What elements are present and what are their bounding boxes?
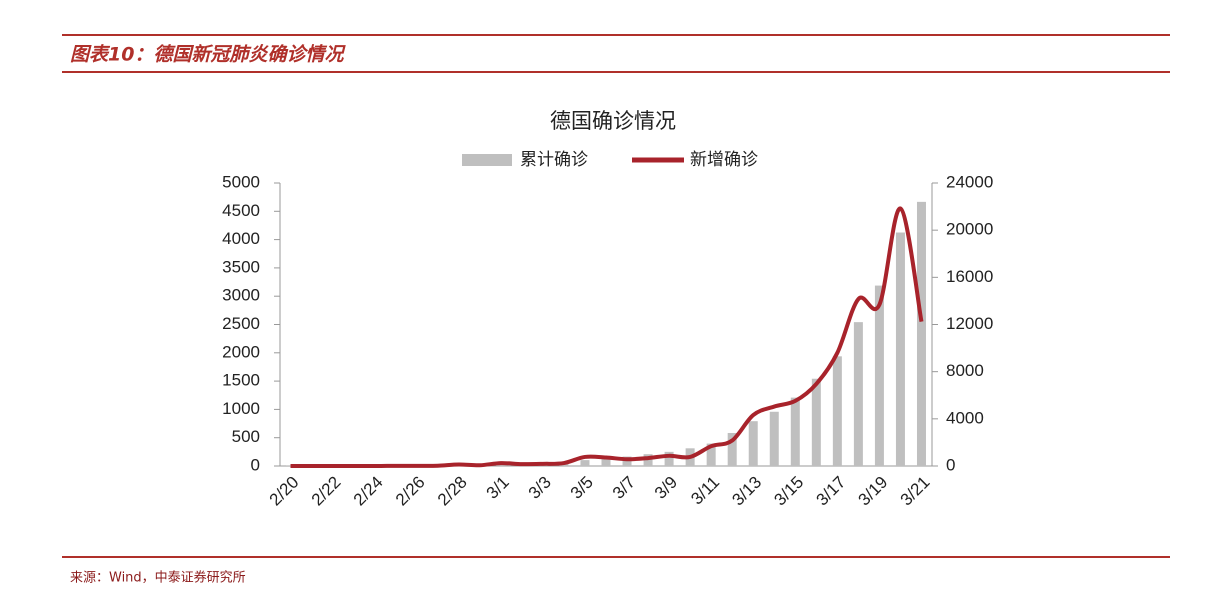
x-tick-label: 3/3 [525, 473, 555, 503]
x-tick-label: 3/19 [855, 473, 892, 510]
bar [769, 411, 779, 466]
figure-title: 图表10：德国新冠肺炎确诊情况 [70, 44, 346, 66]
legend-label: 新增确诊 [690, 150, 758, 170]
bar [811, 378, 821, 466]
x-tick-label: 3/13 [728, 473, 765, 510]
bar [790, 397, 800, 466]
y-tick-label: 5000 [222, 172, 260, 191]
y-tick-label: 1000 [222, 399, 260, 418]
y-tick-label: 0 [251, 455, 260, 474]
y-tick-label: 4000 [222, 229, 260, 248]
x-tick-label: 2/28 [434, 473, 471, 510]
bar [601, 458, 611, 466]
legend-label: 累计确诊 [520, 150, 588, 170]
bar [874, 285, 884, 466]
x-tick-label: 3/11 [687, 473, 723, 509]
y2-tick-label: 20000 [946, 220, 993, 239]
bar [895, 232, 905, 466]
x-tick-label: 2/20 [266, 473, 303, 510]
bar [748, 421, 758, 466]
bar [916, 201, 926, 466]
x-tick-label: 3/1 [483, 473, 513, 503]
bar [664, 451, 674, 466]
bar [580, 460, 590, 466]
bar [622, 456, 632, 466]
y2-tick-label: 24000 [946, 172, 993, 191]
source-note: 来源：Wind，中泰证券研究所 [70, 570, 246, 586]
legend-swatch [462, 154, 512, 166]
bar [853, 322, 863, 466]
x-tick-label: 3/17 [813, 473, 850, 510]
x-tick-label: 2/26 [392, 473, 429, 510]
x-tick-label: 3/21 [897, 473, 934, 510]
y2-tick-label: 4000 [946, 408, 984, 427]
bar [832, 356, 842, 466]
x-tick-label: 3/7 [609, 473, 639, 503]
bar [496, 464, 506, 466]
y-tick-label: 3500 [222, 257, 260, 276]
bar [706, 443, 716, 466]
y-tick-label: 500 [232, 427, 260, 446]
y2-tick-label: 0 [946, 455, 955, 474]
x-tick-label: 3/9 [651, 473, 681, 503]
y-tick-label: 2000 [222, 342, 260, 361]
y-tick-label: 2500 [222, 314, 260, 333]
y-tick-label: 3000 [222, 286, 260, 305]
y-tick-label: 4500 [222, 201, 260, 220]
x-tick-label: 2/24 [350, 473, 387, 510]
y2-tick-label: 16000 [946, 267, 993, 286]
line [290, 206, 924, 469]
bar [727, 432, 737, 466]
x-tick-label: 3/5 [567, 473, 597, 503]
chart-title: 德国确诊情况 [550, 109, 676, 133]
y2-tick-label: 8000 [946, 361, 984, 380]
y-tick-label: 1500 [222, 371, 260, 390]
x-tick-label: 2/22 [308, 473, 345, 510]
y2-tick-label: 12000 [946, 314, 993, 333]
bar [643, 454, 653, 466]
x-tick-label: 3/15 [770, 473, 807, 510]
